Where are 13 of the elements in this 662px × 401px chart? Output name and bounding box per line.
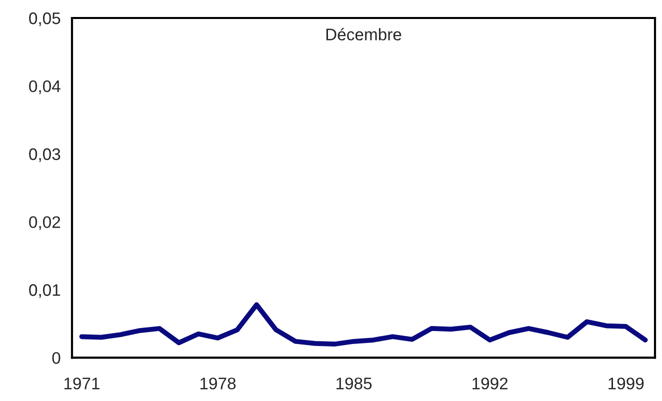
x-tick-label: 1999	[608, 378, 644, 390]
x-tick-label: 1985	[336, 378, 372, 390]
y-tick-label: 0,03	[29, 148, 60, 162]
y-tick-label: 0,05	[29, 12, 60, 26]
y-tick-label: 0,02	[29, 216, 60, 230]
line-series	[79, 302, 648, 347]
chart-title: Décembre	[326, 28, 402, 40]
y-tick-label: 0,04	[29, 80, 60, 94]
x-tick-label: 1992	[472, 378, 508, 390]
x-tick-label: 1971	[64, 378, 100, 390]
x-tick-label: 1978	[200, 378, 236, 390]
y-tick-label: 0,01	[29, 284, 60, 298]
y-tick-label: 0	[52, 352, 60, 364]
